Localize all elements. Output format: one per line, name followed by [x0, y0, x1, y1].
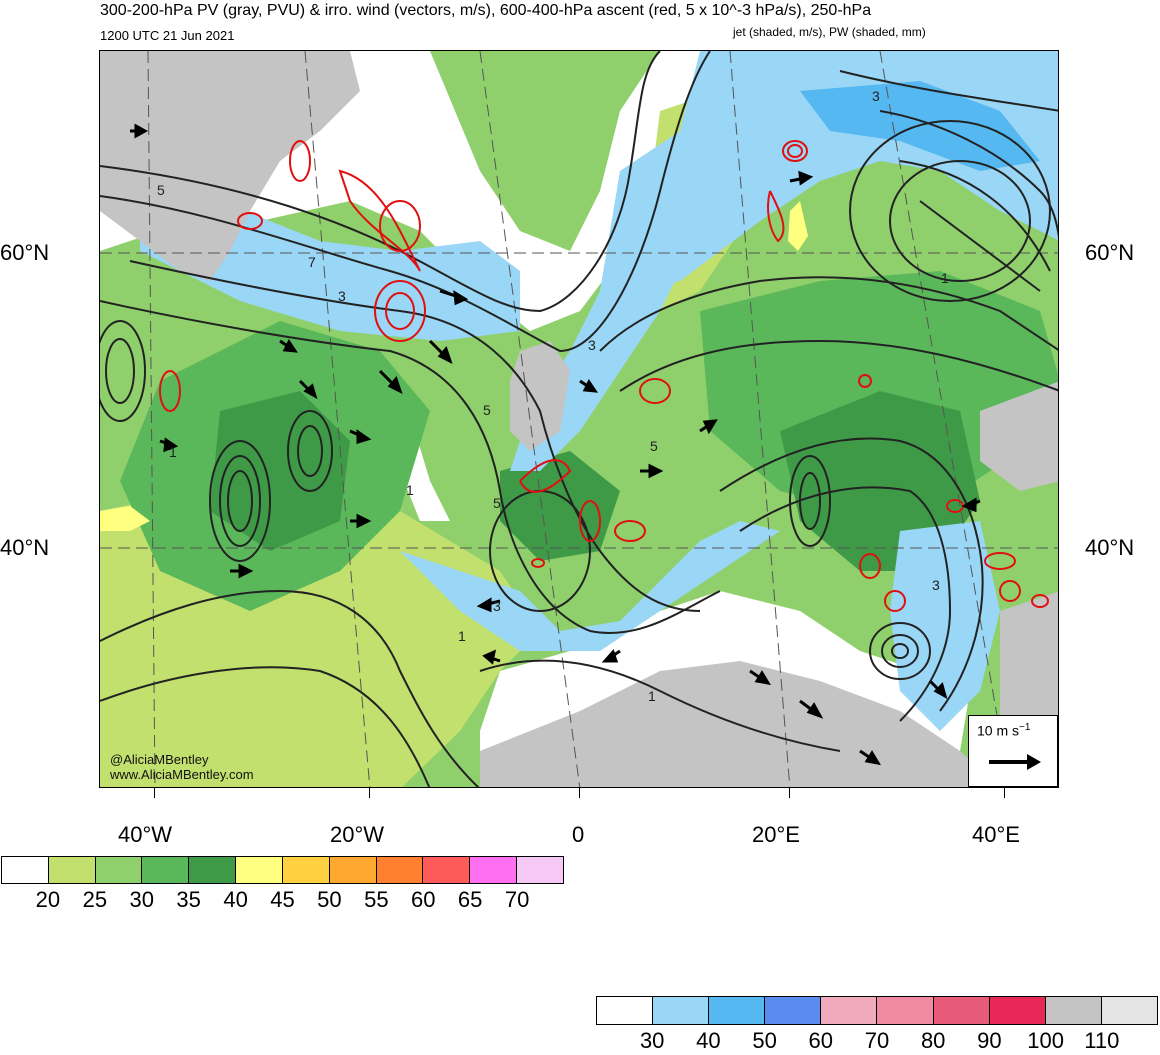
title-continuation: jet (shaded, m/s), PW (shaded, mm) — [733, 25, 926, 39]
lon-label-0: 0 — [572, 822, 585, 847]
contours — [100, 51, 1058, 787]
lat-label-60n-left: 60°N — [0, 240, 50, 265]
contour-label: 5 — [483, 402, 491, 418]
jet-colorbar-swatch — [1045, 997, 1102, 1024]
pv-greenland — [100, 51, 360, 281]
lat-label-40n-right: 40°N — [1085, 535, 1135, 560]
pw-colorbar-swatch — [142, 857, 190, 883]
contour-label-group: 5 7 3 3 5 1 5 1 3 3 5 1 1 3 1 — [157, 88, 949, 704]
contour-label: 3 — [338, 288, 346, 304]
pw-colorbar-label: 25 — [82, 887, 108, 912]
pw-colorbar-label: 35 — [176, 887, 201, 912]
jet-colorbar-swatch — [765, 997, 822, 1024]
credit-handle: @AliciaMBentley — [110, 752, 209, 767]
pv-uk — [510, 341, 570, 451]
lon-tick — [579, 788, 580, 798]
lon-tick — [154, 788, 155, 798]
wind-vectors — [130, 123, 981, 766]
jet-colorbar-swatch — [989, 997, 1046, 1024]
map-title: 300-200-hPa PV (gray, PVU) & irro. wind … — [100, 2, 872, 19]
contour-label: 1 — [941, 270, 949, 286]
contour-label: 1 — [648, 688, 656, 704]
pw-colorbar-swatch — [2, 857, 49, 883]
lon-label-40e: 40°E — [972, 822, 1020, 847]
contour-label: 3 — [872, 88, 880, 104]
jet-colorbar-label: 40 — [696, 1028, 721, 1053]
jet-colorbar-label: 90 — [977, 1028, 1002, 1053]
reference-vector-label: 10 m s — [977, 722, 1020, 739]
pw-colorbar-label: 45 — [270, 887, 295, 912]
pw-colorbar-swatch — [189, 857, 237, 883]
lon-label-20w: 20°W — [330, 822, 385, 847]
reference-vector-unit-exponent: −1 — [1019, 722, 1031, 733]
lon-tick — [369, 788, 370, 798]
valid-time: 1200 UTC 21 Jun 2021 — [100, 28, 235, 43]
pw-colorbar-swatch — [329, 857, 377, 883]
pw-colorbar-swatch — [236, 857, 283, 883]
pw-colorbar-label: 70 — [504, 887, 530, 912]
reference-arrow-icon — [989, 754, 1041, 770]
contour-label: 3 — [588, 337, 596, 353]
jet-colorbar-swatch — [821, 997, 878, 1024]
weather-map: 5 7 3 3 5 1 5 1 3 3 5 1 1 3 1 — [99, 50, 1059, 788]
lon-label-20e: 20°E — [752, 822, 800, 847]
contour-label: 7 — [308, 254, 316, 270]
reference-vector-legend: 10 m s−1 — [968, 715, 1058, 787]
pw-colorbar-label: 55 — [364, 887, 389, 912]
contour-label: 1 — [169, 444, 177, 460]
ascent-contours — [159, 140, 1049, 612]
pw-40-east — [780, 391, 980, 571]
pw-40-west — [210, 391, 350, 551]
jet-colorbar-swatch — [877, 997, 934, 1024]
contour-label: 3 — [932, 577, 940, 593]
lat-label-40n-left: 40°N — [0, 535, 50, 560]
jet-colorbar-swatch — [709, 997, 766, 1024]
jet-colorbar-swatch — [1101, 997, 1157, 1024]
lon-tick — [789, 788, 790, 798]
pw-colorbar-label: 60 — [411, 887, 436, 912]
pw-40-central — [500, 451, 620, 561]
pw-colorbar-swatch — [376, 857, 424, 883]
contour-label: 1 — [458, 628, 466, 644]
pv-russia — [980, 381, 1058, 491]
contour-label: 5 — [493, 495, 501, 511]
pw-colorbar-swatch — [282, 857, 330, 883]
pw-colorbar-swatch — [48, 857, 96, 883]
pw-colorbar-swatch — [517, 857, 563, 883]
pw-45-blob — [788, 201, 808, 251]
pw-colorbar-label: 65 — [457, 887, 483, 912]
jet-colorbar-label: 100 — [1027, 1028, 1064, 1053]
jet-colorbar-swatch — [933, 997, 990, 1024]
pw-colorbar-label: 40 — [223, 887, 248, 912]
contour-label: 5 — [650, 438, 658, 454]
pw-45-atlantic — [100, 506, 150, 531]
jet-colorbar — [596, 996, 1158, 1025]
jet-colorbar-label: 70 — [864, 1028, 890, 1053]
pw-colorbar — [1, 856, 564, 884]
credit-website: www.AliciaMBentley.com — [110, 767, 254, 782]
jet-colorbar-label: 60 — [808, 1028, 834, 1053]
jet-colorbar-label: 80 — [920, 1028, 946, 1053]
jet-30-iberia — [400, 521, 780, 651]
jet-colorbar-label: 30 — [639, 1028, 665, 1053]
contour-label: 3 — [493, 598, 501, 614]
pw-colorbar-swatch — [95, 857, 143, 883]
contour-label: 1 — [406, 482, 414, 498]
pw-colorbar-swatch — [423, 857, 471, 883]
jet-colorbar-swatch — [597, 997, 654, 1024]
pw-colorbar-label: 30 — [129, 887, 154, 912]
lon-label-40w: 40°W — [118, 822, 173, 847]
jet-colorbar-swatch — [653, 997, 710, 1024]
pw-colorbar-label: 20 — [35, 887, 61, 912]
lat-label-60n-right: 60°N — [1085, 240, 1135, 265]
pw-low-iberia — [400, 381, 450, 521]
lon-tick — [1004, 788, 1005, 798]
jet-colorbar-label: 110 — [1084, 1028, 1120, 1053]
pw-colorbar-swatch — [470, 857, 518, 883]
pw-colorbar-label: 50 — [317, 887, 342, 912]
contour-label: 5 — [157, 182, 165, 198]
jet-colorbar-label: 50 — [752, 1028, 777, 1053]
